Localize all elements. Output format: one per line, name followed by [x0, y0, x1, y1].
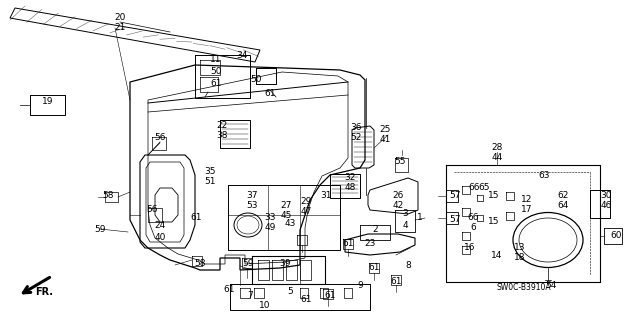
Text: 47: 47 [300, 207, 312, 217]
Text: 5: 5 [287, 287, 293, 296]
Text: 19: 19 [42, 98, 54, 107]
Text: 61: 61 [300, 295, 312, 305]
Text: 36: 36 [350, 123, 362, 132]
Text: 51: 51 [204, 177, 216, 187]
Text: 11: 11 [211, 56, 221, 64]
Text: 44: 44 [492, 153, 502, 162]
Text: 59: 59 [94, 225, 106, 234]
Text: 3: 3 [402, 210, 408, 219]
Text: 28: 28 [492, 144, 502, 152]
Text: 4: 4 [402, 220, 408, 229]
Text: 63: 63 [538, 170, 550, 180]
Text: 39: 39 [279, 259, 291, 269]
Text: 53: 53 [246, 202, 258, 211]
Text: 10: 10 [259, 301, 271, 310]
Text: 30: 30 [600, 191, 612, 201]
Text: 50: 50 [211, 68, 221, 77]
Text: 61: 61 [342, 240, 354, 249]
Text: 50: 50 [250, 76, 262, 85]
Text: 21: 21 [115, 24, 125, 33]
Text: 16: 16 [464, 243, 476, 253]
Text: 52: 52 [350, 133, 362, 143]
Text: 9: 9 [357, 281, 363, 291]
Text: 60: 60 [611, 232, 621, 241]
Text: 12: 12 [522, 196, 532, 204]
Text: 22: 22 [216, 122, 228, 130]
Text: 31: 31 [320, 191, 332, 201]
Text: 1: 1 [417, 213, 423, 222]
Text: 37: 37 [246, 191, 258, 201]
Text: 8: 8 [405, 261, 411, 270]
Text: 41: 41 [380, 136, 390, 145]
Text: 48: 48 [344, 183, 356, 192]
Text: 23: 23 [364, 240, 376, 249]
Text: 61: 61 [324, 292, 336, 300]
Text: FR.: FR. [35, 287, 53, 297]
Text: 13: 13 [515, 243, 525, 253]
Text: 49: 49 [264, 224, 276, 233]
Text: 62: 62 [557, 191, 569, 201]
Text: 15: 15 [488, 218, 500, 226]
Text: 26: 26 [392, 190, 404, 199]
Text: 29: 29 [300, 197, 312, 206]
Text: 25: 25 [380, 125, 390, 135]
Text: 40: 40 [154, 233, 166, 241]
Text: 64: 64 [557, 202, 569, 211]
Text: 7: 7 [247, 292, 253, 300]
Text: 61: 61 [390, 278, 402, 286]
Text: 58: 58 [195, 258, 205, 268]
Text: 45: 45 [280, 211, 292, 219]
Text: 27: 27 [280, 201, 292, 210]
Text: 57: 57 [449, 216, 461, 225]
Text: 58: 58 [102, 190, 114, 199]
Text: 55: 55 [394, 158, 406, 167]
Text: 6: 6 [470, 224, 476, 233]
Text: 32: 32 [344, 174, 356, 182]
Text: 18: 18 [515, 254, 525, 263]
Text: 61: 61 [190, 213, 202, 222]
Text: 54: 54 [545, 280, 557, 290]
Text: 17: 17 [521, 205, 532, 214]
Text: 57: 57 [449, 191, 461, 201]
Text: 65: 65 [478, 183, 490, 192]
Text: 24: 24 [154, 221, 166, 231]
Text: 33: 33 [264, 213, 276, 222]
Text: 14: 14 [492, 251, 502, 261]
Text: 35: 35 [204, 167, 216, 176]
Text: 2: 2 [372, 226, 378, 234]
Text: 42: 42 [392, 201, 404, 210]
Text: 34: 34 [236, 50, 248, 60]
Text: 66: 66 [467, 213, 479, 222]
Text: 15: 15 [488, 191, 500, 201]
Text: 43: 43 [284, 219, 296, 228]
Text: 46: 46 [600, 202, 612, 211]
Text: 66: 66 [468, 183, 480, 192]
Text: 56: 56 [154, 133, 166, 143]
Text: 59: 59 [243, 259, 253, 269]
Text: 20: 20 [115, 13, 125, 23]
Text: 61: 61 [368, 263, 380, 272]
Text: SW0C-B3910A: SW0C-B3910A [497, 284, 551, 293]
Text: 61: 61 [211, 78, 221, 87]
Text: 38: 38 [216, 131, 228, 140]
Text: 61: 61 [264, 88, 276, 98]
Text: 56: 56 [147, 205, 157, 214]
Text: 61: 61 [223, 286, 235, 294]
